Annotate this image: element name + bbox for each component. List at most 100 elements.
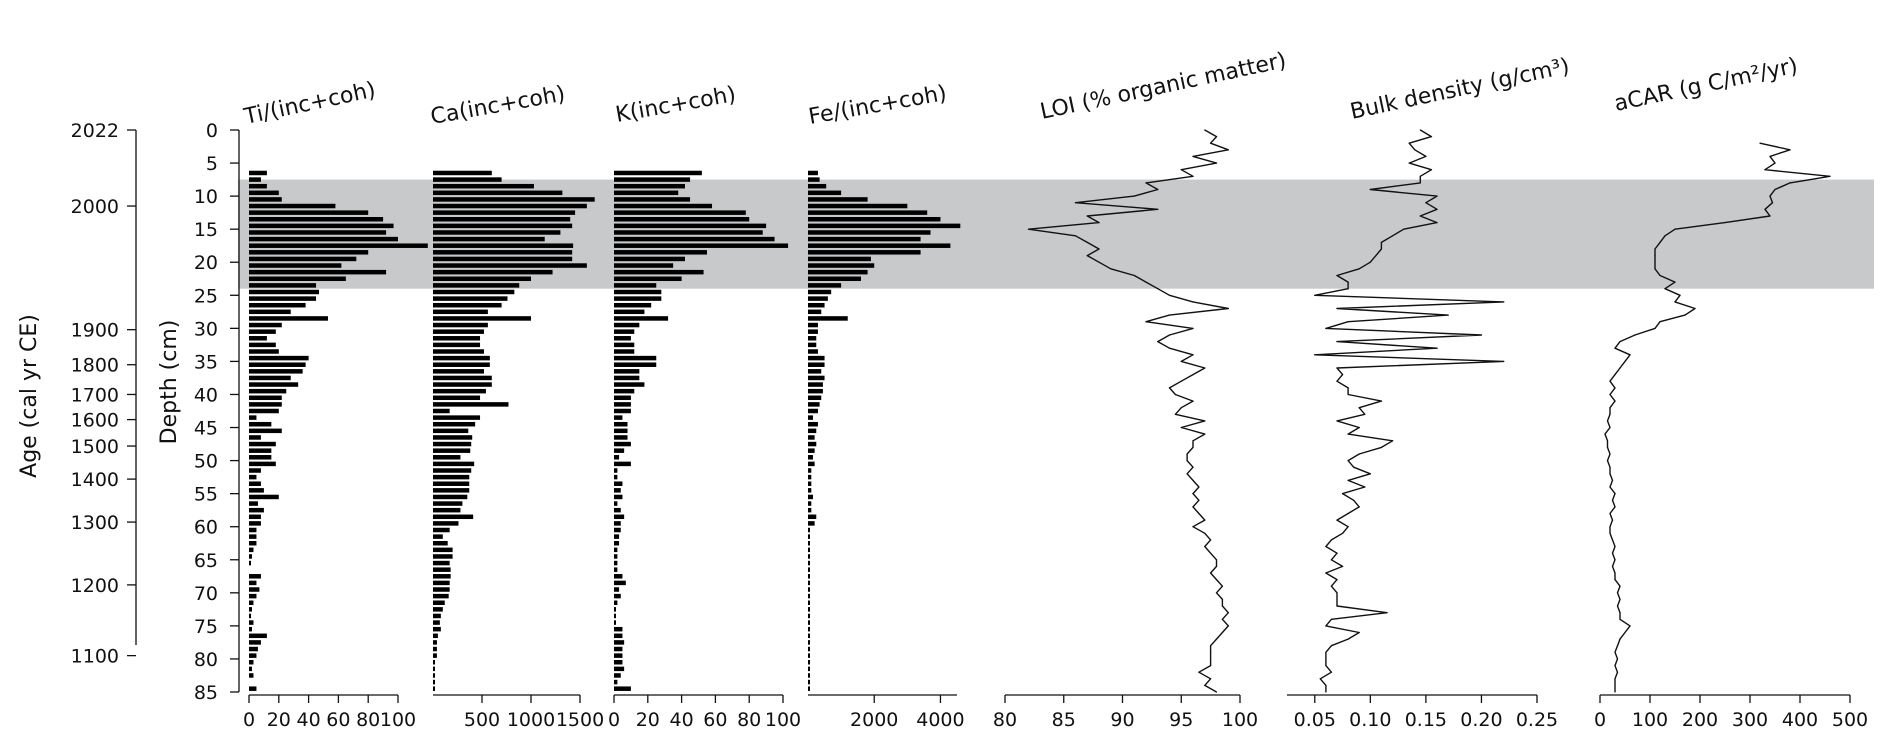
age-tick-label-2: 1900 — [71, 320, 119, 342]
panel-0-bar-38 — [249, 421, 272, 427]
depth-tick-label-8: 40 — [194, 384, 218, 406]
panel-4-point-14 — [1098, 221, 1100, 224]
panel-1-bar-65 — [433, 600, 445, 605]
panel-6-point-44 — [1604, 433, 1606, 435]
panel-0-bar-69 — [249, 626, 252, 632]
panel-5-point-45 — [1358, 426, 1360, 429]
panel-2-bar-28 — [614, 355, 657, 361]
panel-0-bar-31 — [249, 375, 291, 381]
panel-0-bar-20 — [249, 302, 306, 308]
panel-0-tick-label-1: 20 — [267, 709, 291, 731]
panel-0-bar-48 — [249, 488, 264, 493]
panel-3-bar-25 — [808, 336, 817, 341]
panel-5-point-19 — [1375, 255, 1377, 257]
panel-5-point-83 — [1319, 678, 1321, 680]
panel-1-bar-23 — [433, 322, 488, 328]
panel-4-point-16 — [1074, 235, 1077, 237]
panel-3-bar-33 — [808, 388, 823, 394]
panel-1-bar-0 — [433, 170, 492, 176]
panel-5-point-20 — [1369, 261, 1371, 263]
panel-5-point-5 — [1408, 162, 1410, 164]
panel-6-point-22 — [1664, 288, 1666, 290]
panel-0-bar-58 — [249, 554, 252, 559]
panel-4-point-31 — [1168, 334, 1171, 336]
panel-4-tick-label-2: 90 — [1110, 709, 1134, 731]
panel-1-bar-25 — [433, 336, 481, 341]
panel-5-point-27 — [1336, 307, 1338, 310]
panel-3-bar-47 — [808, 481, 812, 486]
panel-3-bar-50 — [808, 501, 812, 506]
panel-0-bar-2 — [249, 183, 267, 189]
panel-1-bar-7 — [433, 217, 571, 222]
panel-1-bar-71 — [433, 640, 437, 645]
panel-6-point-18 — [1654, 261, 1656, 263]
panel-0-bar-75 — [249, 666, 252, 672]
panel-3-bar-13 — [808, 256, 871, 262]
panel-4-point-73 — [1227, 612, 1229, 614]
panel-6-point-71 — [1619, 612, 1621, 614]
panel-5-point-23 — [1347, 281, 1349, 283]
panel-5-point-40 — [1347, 393, 1349, 396]
panel-5-point-12 — [1436, 208, 1438, 210]
panel-0-bar-28 — [249, 355, 309, 361]
panel-4-point-85 — [1215, 691, 1218, 693]
panel-1-bar-54 — [433, 527, 450, 533]
panel-1-bar-58 — [433, 554, 453, 559]
panel-2-bar-21 — [614, 309, 645, 315]
panel-2-bar-24 — [614, 329, 635, 334]
panel-1-bar-24 — [433, 329, 484, 334]
panel-6-point-35 — [1614, 374, 1616, 376]
panel-5-point-69 — [1330, 585, 1333, 587]
panel-2-bar-75 — [614, 666, 625, 672]
panel-4-point-30 — [1192, 327, 1194, 329]
panel-6-point-1 — [1789, 149, 1791, 151]
panel-2-bar-40 — [614, 435, 628, 440]
panel-3-bar-20 — [808, 302, 825, 308]
panel-2-bar-22 — [614, 316, 669, 321]
panel-1-tick-label-0: 500 — [464, 709, 500, 731]
panel-0-bar-59 — [249, 560, 251, 566]
panel-3-bar-9 — [808, 230, 931, 235]
panel-1-bar-72 — [433, 646, 437, 652]
panel-1-bar-18 — [433, 289, 515, 295]
panel-6-point-25 — [1694, 307, 1696, 310]
panel-2-bar-26 — [614, 342, 635, 348]
panel-0-bar-47 — [249, 481, 261, 486]
panel-3-bar-56 — [808, 540, 810, 546]
panel-4-tick-label-3: 95 — [1169, 709, 1193, 731]
panel-4-point-49 — [1186, 453, 1188, 455]
panel-1-bar-14 — [433, 263, 587, 268]
panel-5-point-60 — [1347, 526, 1349, 528]
panel-1-bar-63 — [433, 587, 450, 592]
panel-0-bar-72 — [249, 646, 258, 652]
panel-1-bar-19 — [433, 296, 508, 301]
panel-4-point-27 — [1227, 307, 1229, 310]
panel-0-bar-36 — [249, 408, 279, 414]
panel-4-point-6 — [1180, 169, 1182, 171]
panel-6-title: aCAR (g C/m²/yr) — [1612, 54, 1800, 117]
panel-2-bar-12 — [614, 250, 707, 255]
panel-1-bar-3 — [433, 190, 563, 196]
panel-6-point-13 — [1674, 228, 1676, 230]
panel-6-point-8 — [1769, 195, 1771, 197]
panel-1-bar-40 — [433, 435, 473, 440]
panel-6-point-15 — [1659, 241, 1661, 243]
panel-1-bar-27 — [433, 349, 484, 354]
panel-5-point-35 — [1503, 360, 1505, 363]
panel-1-bar-49 — [433, 494, 468, 500]
panel-0-bar-29 — [249, 362, 306, 367]
panel-4-point-54 — [1198, 486, 1200, 488]
panel-6-point-40 — [1609, 407, 1611, 409]
panel-5-point-42 — [1358, 407, 1360, 409]
panel-0-bar-7 — [249, 217, 384, 222]
panel-2-bar-76 — [614, 673, 621, 678]
panel-4-point-44 — [1204, 420, 1206, 422]
panel-0-bar-65 — [249, 600, 254, 605]
depth-tick-label-0: 0 — [206, 120, 218, 142]
panel-5-point-59 — [1336, 519, 1338, 521]
panel-6-point-74 — [1624, 631, 1626, 634]
panel-1-bar-16 — [433, 276, 531, 282]
panel-2-bar-44 — [614, 461, 631, 467]
panel-5-point-39 — [1347, 387, 1349, 389]
panel-6-point-27 — [1659, 321, 1661, 323]
